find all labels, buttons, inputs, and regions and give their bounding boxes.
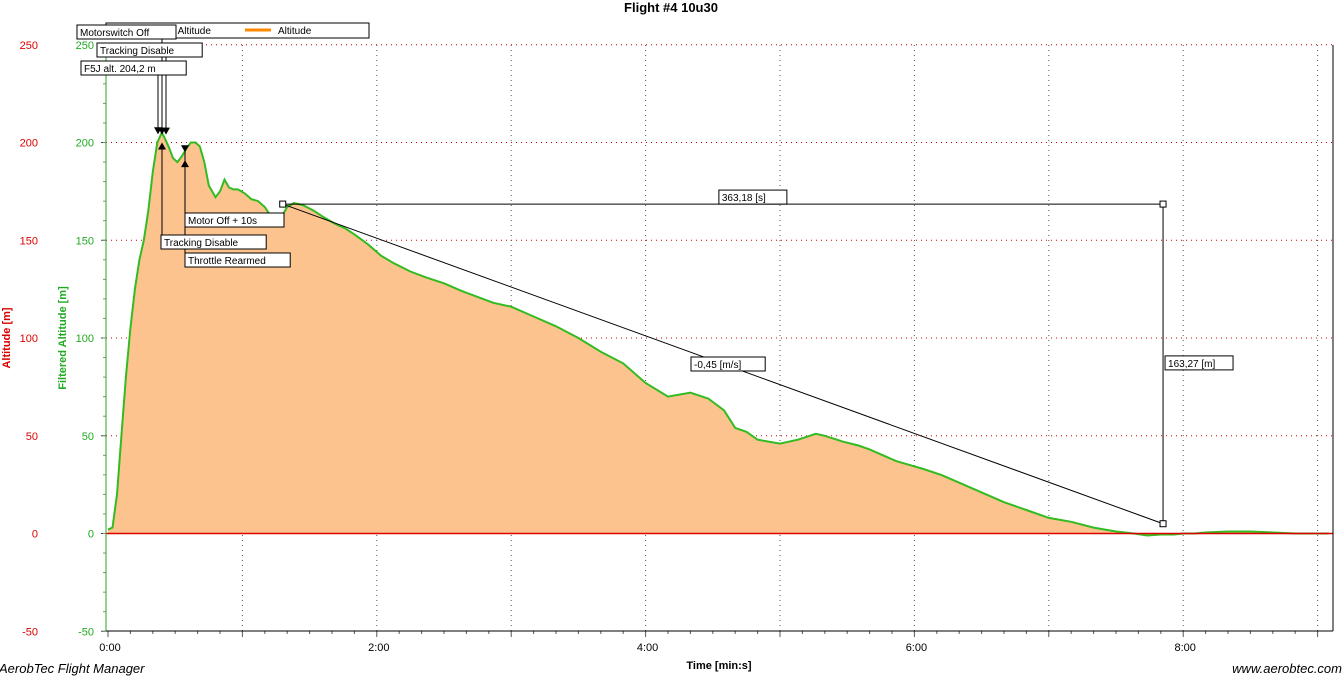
footer-website: www.aerobtec.com (1232, 661, 1342, 676)
y-tick-label-left: -50 (22, 626, 38, 638)
event-label: Throttle Rearmed (188, 256, 266, 267)
height-label: 163,27 [m] (1168, 359, 1215, 370)
filtered-altitude-line (107, 130, 1329, 537)
y-axis-title-right: Filtered Altitude [m] (57, 286, 69, 390)
altitude-area (108, 132, 1329, 536)
slope-label-box (690, 356, 766, 372)
y-tick-label-right: 150 (76, 235, 94, 247)
x-tick-label: 6:00 (906, 642, 927, 654)
duration-label: 363,18 [s] (722, 193, 766, 204)
height-label-box (1164, 355, 1234, 371)
measure-handle (1159, 520, 1167, 528)
event-label: Tracking Disable (100, 46, 175, 57)
duration-label-box (718, 189, 788, 205)
x-tick-label: 0:00 (99, 642, 120, 654)
y-tick-label-left: 250 (20, 40, 38, 52)
event-label-box (80, 60, 187, 76)
y-tick-label-right: 100 (76, 333, 94, 345)
y-tick-label-left: 200 (20, 138, 38, 150)
legend-label-filtered: Filtered Altitude (142, 26, 211, 37)
y-tick-label-right: 250 (76, 40, 94, 52)
y-tick-label-left: 50 (26, 431, 38, 443)
y-axis-title-left: Altitude [m] (1, 307, 13, 368)
measure-handle (1159, 200, 1167, 208)
x-tick-label: 8:00 (1174, 642, 1195, 654)
event-arrow-down-head (154, 127, 162, 135)
event-label-box (76, 24, 177, 40)
event-arrow-down-head (162, 127, 170, 135)
legend-label-altitude: Altitude (278, 26, 312, 37)
x-axis-title: Time [min:s] (686, 660, 752, 672)
event-arrow-up-head (181, 160, 189, 168)
event-label: Motor Off + 10s (188, 216, 257, 227)
y-tick-label-left: 150 (20, 235, 38, 247)
event-label-box (184, 252, 291, 268)
x-tick-label: 2:00 (368, 642, 389, 654)
y-tick-label-right: -50 (78, 626, 94, 638)
chart-title: Flight #4 10u30 (624, 0, 718, 15)
y-tick-label-left: 100 (20, 333, 38, 345)
event-label: Tracking Disable (164, 238, 239, 249)
y-tick-label-right: 50 (82, 431, 94, 443)
area-layer (107, 130, 1329, 537)
event-label-box (184, 212, 285, 228)
measure-handle (279, 200, 287, 208)
event-label-box (96, 42, 203, 58)
event-label: F5J alt. 204,2 m (84, 64, 156, 75)
event-arrow-up-head (158, 142, 166, 150)
axes-layer: 250 250 200 200 150 150 100 100 50 50 0 0 -50 -50 0:00… (20, 40, 1334, 654)
x-tick-label: 4:00 (637, 642, 658, 654)
event-arrow-down-head (181, 145, 189, 153)
footer-app-name: AerobTec Flight Manager (0, 661, 145, 676)
event-label-box (160, 234, 267, 250)
measurement-layer: 363,18 [s] 163,27 [m] -0,45 [m/s] (279, 189, 1234, 528)
event-label: Motorswitch Off (80, 28, 149, 39)
y-tick-label-right: 200 (76, 138, 94, 150)
slope-label: -0,45 [m/s] (694, 360, 741, 371)
y-tick-label-right: 0 (88, 529, 94, 541)
y-tick-label-left: 0 (32, 529, 38, 541)
legend-layer: Filtered Altitude Altitude Motorswitch Off (76, 22, 370, 40)
